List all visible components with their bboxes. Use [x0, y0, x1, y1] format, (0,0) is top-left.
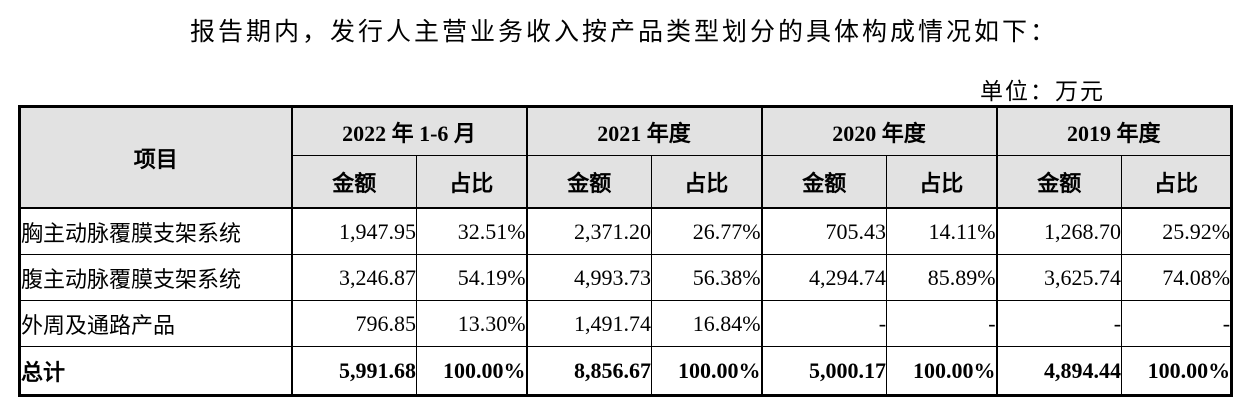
value-cell: 2,371.20 [525, 207, 653, 255]
value-cell: 1,268.70 [995, 207, 1123, 255]
value-cell: 14.11% [886, 207, 998, 255]
value-cell: 32.51% [415, 207, 528, 255]
value-cell: 54.19% [415, 254, 528, 301]
value-cell: 3,246.87 [290, 254, 417, 301]
table-row-abdominal: 腹主动脉覆膜支架系统 3,246.87 54.19% 4,993.73 56.3… [19, 254, 1233, 301]
item-cell: 腹主动脉覆膜支架系统 [19, 254, 292, 301]
intro-paragraph: 报告期内，发行人主营业务收入按产品类型划分的具体构成情况如下： [190, 19, 1059, 46]
col-header-item: 项目 [19, 106, 292, 209]
col-header-period-2020: 2020 年度 [760, 106, 998, 156]
value-cell: 100.00% [651, 346, 763, 396]
value-cell: 85.89% [886, 254, 998, 301]
value-cell: 100.00% [415, 346, 528, 396]
value-cell: - [995, 300, 1123, 347]
value-cell: 3,625.74 [995, 254, 1123, 301]
value-cell: 4,294.74 [760, 254, 888, 301]
header-period-row: 项目 2022 年 1-6 月 2021 年度 2020 年度 2019 年度 [19, 106, 1233, 209]
value-cell: 74.08% [1121, 254, 1233, 301]
col-header-ratio: 占比 [1121, 155, 1233, 209]
value-cell: 5,000.17 [760, 346, 888, 396]
value-cell: 100.00% [886, 346, 998, 396]
value-cell: - [886, 300, 998, 347]
col-header-period-2019: 2019 年度 [995, 106, 1233, 156]
total-row: 总计 5,991.68 100.00% 8,856.67 100.00% 5,0… [19, 346, 1233, 396]
value-cell: 26.77% [651, 207, 763, 255]
value-cell: 16.84% [651, 300, 763, 347]
col-header-ratio: 占比 [415, 155, 528, 209]
value-cell: 8,856.67 [525, 346, 653, 396]
col-header-amount: 金额 [290, 155, 417, 209]
value-cell: 56.38% [651, 254, 763, 301]
col-header-period-2022: 2022 年 1-6 月 [290, 106, 528, 156]
col-header-amount: 金额 [995, 155, 1123, 209]
table-row-thoracic: 胸主动脉覆膜支架系统 1,947.95 32.51% 2,371.20 26.7… [19, 207, 1233, 255]
col-header-ratio: 占比 [651, 155, 763, 209]
unit-label: 单位：万元 [980, 79, 1105, 104]
item-cell: 胸主动脉覆膜支架系统 [19, 207, 292, 255]
item-cell: 外周及通路产品 [19, 300, 292, 347]
value-cell: 13.30% [415, 300, 528, 347]
col-header-amount: 金额 [760, 155, 888, 209]
value-cell: - [1121, 300, 1233, 347]
header-metric-row: 金额 占比 金额 占比 金额 占比 金额 占比 [20, 155, 1233, 209]
value-cell: 705.43 [760, 207, 888, 255]
value-cell: 25.92% [1121, 207, 1233, 255]
value-cell: 4,894.44 [995, 346, 1123, 396]
value-cell: 4,993.73 [525, 254, 653, 301]
col-header-amount: 金额 [525, 155, 653, 209]
revenue-by-product-table: 项目 2022 年 1-6 月 2021 年度 2020 年度 2019 年度 … [18, 105, 1234, 397]
value-cell: 5,991.68 [290, 346, 417, 396]
value-cell: 796.85 [290, 300, 417, 347]
value-cell: 1,491.74 [525, 300, 653, 347]
table-row-peripheral: 外周及通路产品 796.85 13.30% 1,491.74 16.84% - … [19, 300, 1233, 347]
value-cell: 100.00% [1121, 346, 1233, 396]
value-cell: 1,947.95 [290, 207, 417, 255]
col-header-period-2021: 2021 年度 [525, 106, 763, 156]
col-header-ratio: 占比 [886, 155, 998, 209]
value-cell: - [760, 300, 888, 347]
total-label-cell: 总计 [19, 346, 292, 396]
